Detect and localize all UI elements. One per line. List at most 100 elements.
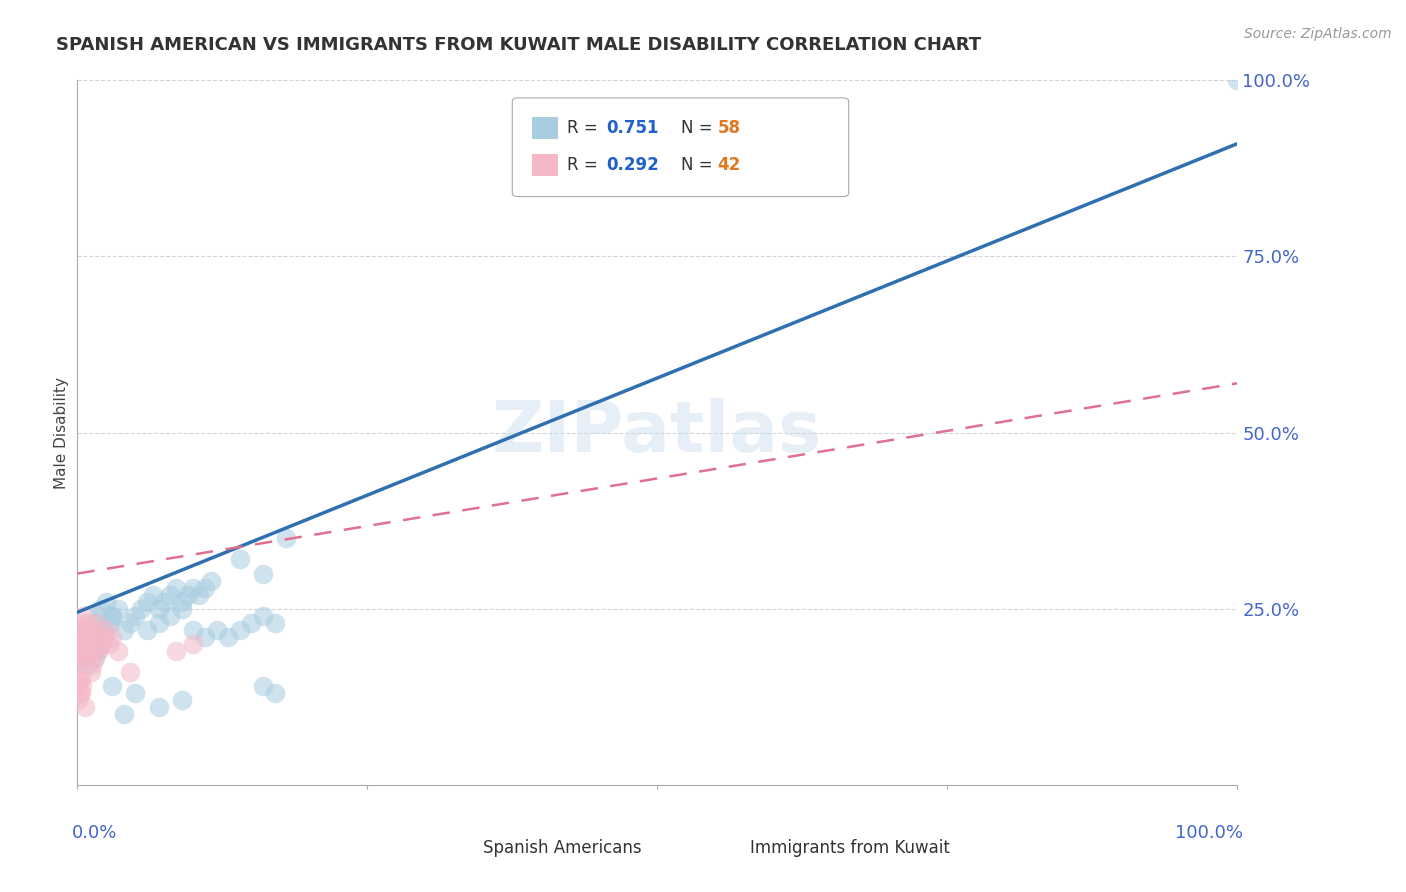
Point (83, 623, 105, 637)
Point (148, 700, 170, 714)
Point (176, 588, 198, 602)
Point (170, 693, 193, 707)
Text: 42: 42 (717, 156, 741, 174)
Point (80, 644, 103, 658)
Point (252, 608, 274, 623)
Point (194, 630, 217, 644)
Point (205, 623, 228, 637)
Point (274, 532, 298, 546)
Text: 100.0%: 100.0% (1175, 823, 1243, 842)
Bar (716, 840, 741, 861)
Point (83, 615, 105, 630)
Point (124, 608, 146, 623)
Point (228, 623, 252, 637)
Point (159, 608, 181, 623)
Point (188, 588, 211, 602)
Text: N =: N = (681, 120, 717, 137)
Point (263, 686, 285, 700)
Point (142, 588, 165, 602)
Point (200, 574, 222, 588)
Text: 0.751: 0.751 (606, 120, 659, 137)
Point (228, 552, 252, 566)
Point (183, 623, 205, 637)
Point (252, 679, 274, 693)
Point (72, 651, 94, 665)
Point (252, 566, 274, 581)
Point (70, 615, 93, 630)
Point (77, 644, 100, 658)
Point (69, 673, 91, 687)
Point (67, 658, 90, 673)
Point (73, 637, 96, 651)
Point (69, 630, 91, 644)
Point (129, 601, 152, 615)
Text: 0.292: 0.292 (606, 156, 659, 174)
Point (90, 637, 111, 651)
Point (240, 615, 263, 630)
Point (148, 615, 170, 630)
Point (118, 665, 141, 680)
Text: 58: 58 (717, 120, 741, 137)
Point (67, 693, 90, 707)
Point (83, 651, 105, 665)
Point (75, 637, 97, 651)
Point (72, 644, 94, 658)
Point (70, 637, 93, 651)
Point (112, 623, 135, 637)
Y-axis label: Male Disability: Male Disability (53, 376, 69, 489)
Text: ZIPatlas: ZIPatlas (492, 398, 823, 467)
Point (112, 707, 135, 722)
Point (96, 630, 118, 644)
Point (70, 679, 93, 693)
Point (170, 595, 193, 609)
Point (77, 623, 100, 637)
Text: R =: R = (567, 120, 603, 137)
Point (73, 630, 96, 644)
Point (83, 651, 105, 665)
Point (165, 581, 187, 595)
Point (76, 658, 98, 673)
Point (107, 644, 129, 658)
Point (69, 623, 91, 637)
Point (159, 588, 181, 602)
Point (263, 615, 285, 630)
Point (135, 595, 157, 609)
Text: R =: R = (567, 156, 603, 174)
Point (124, 686, 146, 700)
Point (90, 637, 111, 651)
Point (72, 608, 94, 623)
Point (69, 686, 91, 700)
Point (75, 623, 97, 637)
Point (183, 581, 205, 595)
Point (90, 601, 111, 615)
Bar (531, 117, 558, 139)
Point (80, 630, 103, 644)
Point (183, 637, 205, 651)
Text: Source: ZipAtlas.com: Source: ZipAtlas.com (1244, 27, 1392, 41)
Bar (449, 840, 474, 861)
Point (87, 608, 110, 623)
Point (101, 630, 124, 644)
Point (194, 581, 217, 595)
Point (69, 651, 91, 665)
Point (96, 623, 118, 637)
Point (77, 637, 100, 651)
Point (165, 644, 187, 658)
Point (86, 630, 108, 644)
Point (170, 601, 193, 615)
Point (153, 595, 176, 609)
Point (96, 595, 118, 609)
Point (148, 601, 170, 615)
Point (79, 630, 101, 644)
Text: 0.0%: 0.0% (72, 823, 117, 842)
Point (67, 679, 90, 693)
Text: N =: N = (681, 156, 717, 174)
Text: SPANISH AMERICAN VS IMMIGRANTS FROM KUWAIT MALE DISABILITY CORRELATION CHART: SPANISH AMERICAN VS IMMIGRANTS FROM KUWA… (56, 36, 981, 54)
FancyBboxPatch shape (512, 98, 849, 196)
Point (98, 615, 121, 630)
Point (91, 623, 114, 637)
Text: Immigrants from Kuwait: Immigrants from Kuwait (751, 839, 950, 857)
Point (80, 665, 103, 680)
Point (76, 623, 98, 637)
Point (82, 658, 104, 673)
